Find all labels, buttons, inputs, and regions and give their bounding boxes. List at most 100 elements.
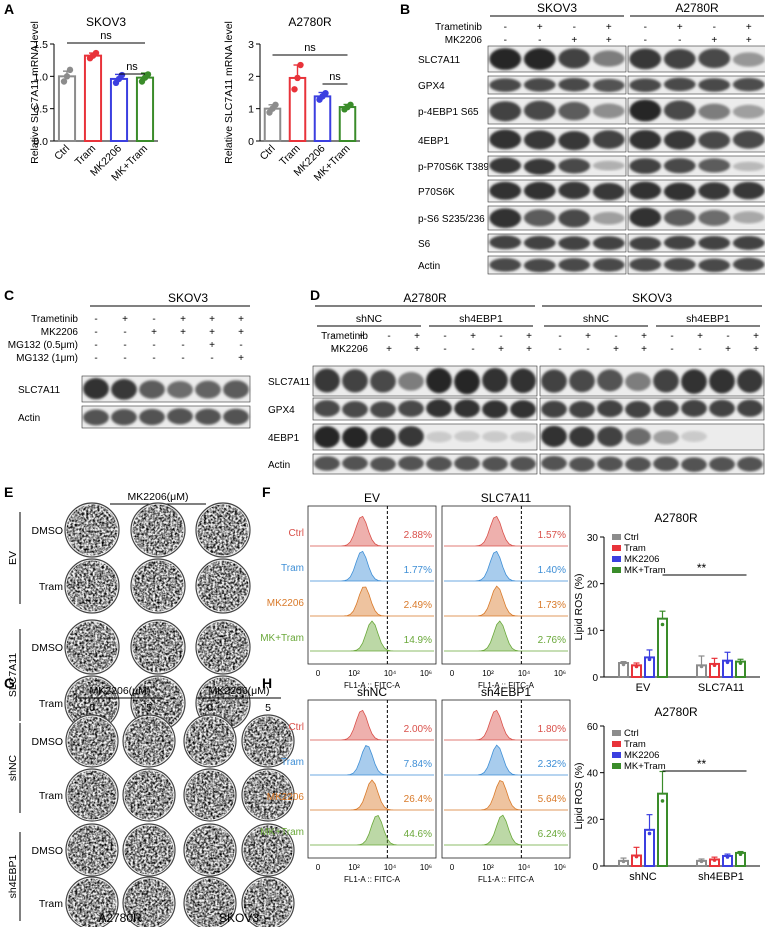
treatment-sign: - [152,340,155,351]
treatment-sign: - [123,327,126,338]
culture-plate-colonies [67,770,117,820]
blot-band [558,48,591,69]
blot-band [454,430,480,442]
legend-label: MK+Tram [624,761,666,772]
y-tick-label: 0.0 [33,136,48,148]
cell-line-label: A2780R [403,291,447,305]
blot-band [139,380,165,399]
data-point [660,622,665,627]
x-axis-label: FL1-A :: FITC-A [344,681,401,690]
blot-band [489,181,522,200]
treatment-sign: - [181,340,184,351]
x-tick-label: 0 [450,669,455,678]
blot-band [342,455,368,471]
flow-row-label: Tram [281,563,304,574]
sig-label: ns [304,42,316,54]
blot-band [111,379,137,400]
blot-band [454,399,480,418]
blot-band [523,48,556,71]
flow-panel-h: Ctrl Tram MK2206 MK+Tram shNC 2.00% 7.84% 26.4%… [260,685,571,884]
flow-row-label: MK2206 [267,792,305,803]
culture-plate-colonies [66,621,118,673]
panel-letter-d: D [310,287,320,303]
blot-band [681,457,707,472]
gate-percent: 2.00% [404,724,432,735]
chart-f-lipid-ros: A2780R 0 10 20 30 Lipid ROS (%) EV SLC7A11 ** Ctr… [573,511,760,694]
blot-band [597,369,623,392]
bar-MK2206 [109,77,129,142]
blot-band [732,211,765,224]
row-label: DMSO [32,642,64,654]
data-point [712,858,717,862]
treatment-sign: + [414,331,420,342]
data-point [297,61,304,69]
data-point [699,859,704,864]
culture-plate-colonies [185,770,235,820]
blot-frame [627,233,765,253]
blot-band [314,426,340,448]
blot-band [314,456,340,471]
blot-band [523,100,556,121]
colony-panel-e: MK2206(μM)02.55EVDMSOTramSLC7A11DMSOTram [7,491,251,731]
panel-letter-c: C [4,287,14,303]
blot-band [629,158,662,174]
treatment-sign: - [94,340,97,351]
blot-band [629,78,662,93]
legend-label: MK2206 [624,554,659,565]
sig-label: ns [126,61,138,73]
legend-swatch [612,545,621,551]
blot-band [510,368,536,394]
blot-band [342,401,368,418]
blot-frame [312,453,538,475]
data-point [712,663,717,668]
legend-label: Tram [624,739,646,750]
row-label: DMSO [32,736,64,748]
blot-band [732,181,765,200]
treatment-sign: + [238,353,244,364]
treatment-sign: - [644,35,647,46]
flow-panel-title: EV [364,491,380,505]
band-label: 4EBP1 [268,433,300,444]
blot-band [653,430,679,445]
x-tick-label: 10⁶ [420,669,432,678]
blot-band [342,369,368,393]
legend-swatch [612,752,621,758]
blot-band [482,456,508,472]
blot-band [629,181,662,200]
blot-band [737,369,763,393]
treatment-sign: + [697,331,703,342]
blot-band [482,431,508,443]
blot-band [489,101,522,122]
treatment-sign: + [498,344,504,355]
chart-h-lipid-ros: A2780R 0 20 40 60 Lipid ROS (%) shNC sh4EBP1 ** C… [573,705,760,883]
y-tick-label: 1 [248,104,254,116]
gate-percent: 1.80% [538,724,566,735]
cell-line-label: SKOV3 [168,291,208,305]
data-point [92,49,100,57]
blot-band [541,400,567,418]
culture-plate-colonies [67,716,117,766]
x-tick-label: 10⁴ [384,669,397,678]
dose-header: MK2206(μM) [90,685,151,697]
y-tick-label: 0 [592,862,598,873]
blot-band [681,369,707,394]
flow-frame [307,699,437,859]
gate-percent: 26.4% [404,794,432,805]
panel-letter-g: G [4,675,15,691]
y-axis-label: Lipid ROS (%) [573,573,585,640]
band-label: Actin [18,413,40,424]
blot-band [489,157,522,174]
western-blot-d: A2780R SKOV3 shNC sh4EBP1 shNC sh4EBP1 Trameti… [268,291,765,475]
treatment-sign: + [238,314,244,325]
treatment-sign: - [713,22,716,33]
row-label: DMSO [32,525,64,537]
flow-frame [441,699,571,859]
culture-plate-colonies [185,825,235,875]
western-blot-c: SKOV3 Trametinib - + - + + + MK2206 - - + + + + MG132 (… [8,291,251,429]
treatment-sign: + [180,327,186,338]
data-point [144,71,152,78]
data-point [634,854,639,859]
histogram-curve [310,586,434,617]
histogram-curve [310,779,434,811]
treatment-sign: + [641,331,647,342]
